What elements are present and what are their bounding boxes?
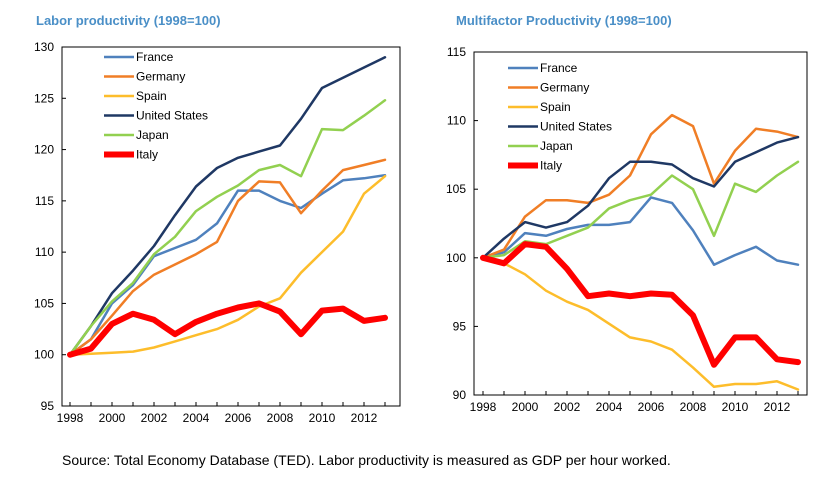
x-tick-label: 2012 (351, 411, 378, 425)
series-line-spain (481, 256, 800, 391)
series-line-italy (67, 300, 388, 358)
legend-label-germany: Germany (540, 81, 589, 95)
x-tick-label: 2010 (722, 400, 749, 414)
x-tick-label: 2002 (141, 411, 168, 425)
plot-frame (473, 51, 808, 396)
y-tick-label: 105 (446, 182, 466, 196)
y-tick-label: 115 (35, 194, 54, 208)
x-tick-label: 2010 (309, 411, 336, 425)
x-tick-label: 2000 (512, 400, 539, 414)
series-line-united-states (68, 56, 387, 356)
left-chart-title: Labor productivity (1998=100) (36, 13, 221, 28)
y-tick-label: 105 (34, 296, 54, 310)
x-tick-label: 1998 (57, 411, 84, 425)
x-tick-label: 2008 (267, 411, 294, 425)
x-tick-label: 2008 (680, 400, 707, 414)
y-tick-label: 120 (34, 143, 54, 157)
legend-label-japan: Japan (136, 128, 169, 142)
legend-label-united-states: United States (136, 109, 208, 123)
series-line-united-states (481, 135, 800, 260)
series-line-france (481, 196, 800, 266)
y-tick-label: 110 (447, 114, 466, 128)
plot-frame (61, 46, 401, 407)
legend-label-japan: Japan (540, 139, 573, 153)
series-line-germany (481, 113, 800, 260)
legend-label-italy: Italy (136, 148, 158, 162)
series-line-france (68, 173, 387, 356)
y-tick-label: 100 (446, 251, 466, 265)
y-tick-label: 125 (34, 91, 54, 105)
x-tick-label: 2006 (638, 400, 665, 414)
x-tick-label: 2004 (596, 400, 623, 414)
series-line-spain (68, 174, 387, 356)
x-tick-label: 2012 (764, 400, 791, 414)
x-tick-label: 2006 (225, 411, 252, 425)
series-line-japan (68, 99, 387, 356)
y-tick-label: 115 (447, 45, 466, 59)
x-tick-label: 2000 (99, 411, 126, 425)
right-chart-title: Multifactor Productivity (1998=100) (456, 13, 672, 28)
y-tick-label: 90 (453, 388, 467, 402)
x-tick-label: 2004 (183, 411, 210, 425)
legend-label-germany: Germany (136, 70, 185, 84)
y-tick-label: 95 (453, 319, 467, 333)
legend-label-france: France (540, 61, 578, 75)
legend-label-spain: Spain (540, 100, 571, 114)
legend-label-spain: Spain (136, 89, 167, 103)
series-line-germany (68, 158, 387, 356)
legend-label-united-states: United States (540, 120, 612, 134)
y-tick-label: 110 (35, 245, 54, 259)
x-tick-label: 2002 (554, 400, 581, 414)
x-tick-label: 1998 (470, 400, 497, 414)
source-note: Source: Total Economy Database (TED). La… (62, 452, 671, 468)
legend-label-italy: Italy (540, 159, 562, 173)
y-tick-label: 100 (34, 348, 54, 362)
y-tick-label: 95 (41, 399, 55, 413)
series-line-italy (480, 241, 801, 368)
legend-label-france: France (136, 50, 174, 64)
y-tick-label: 130 (34, 40, 54, 54)
